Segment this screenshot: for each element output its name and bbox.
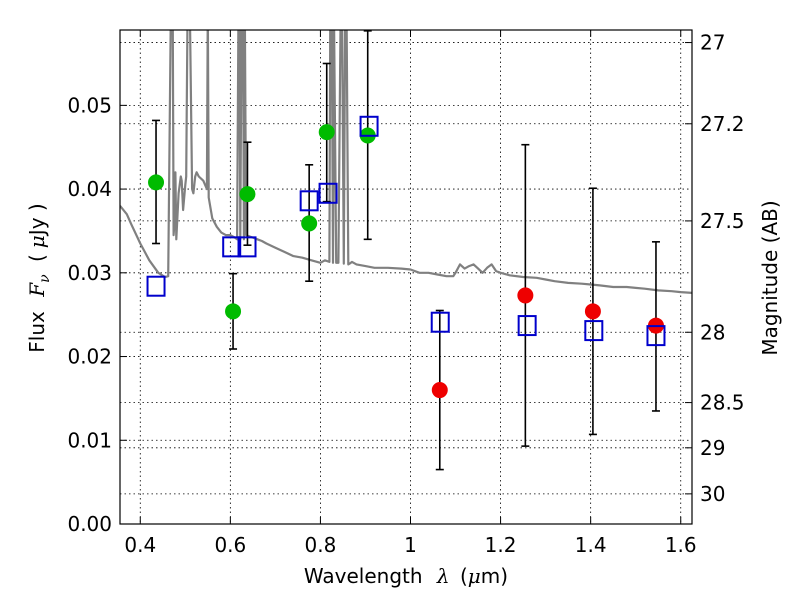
y2-tick-label: 28 [700,320,725,344]
y2-axis-ticks: 27 27.2 27.5 28 28.5 29 30 [685,31,745,506]
x-tick-label: 0.8 [305,533,337,557]
red-points-marker [517,287,534,304]
plot-frame [119,29,693,525]
y-axis-ticks: 0.00 0.01 0.02 0.03 0.04 0.05 [67,93,127,536]
green-points-marker [318,124,335,141]
model-squares-marker [584,320,604,342]
x-tick-label: 1 [404,533,417,557]
y-axis-label-text: Flux [25,311,49,353]
y2-tick-label: 27.5 [700,209,745,233]
model-squares-marker [430,311,450,333]
y-tick-label: 0.05 [67,93,112,117]
y-axis-label-symbol: F [25,282,49,298]
y-axis-label: Flux Fν ( μJy ) [25,203,54,352]
y2-tick-label: 27.2 [700,112,745,136]
x-axis-label: Wavelength λ (μm) [304,564,508,588]
model-squares-marker [146,275,166,297]
y2-tick-label: 30 [700,482,725,506]
data-points [148,124,664,399]
model-sed-line [120,30,692,294]
model-squares-marker [299,190,319,212]
y-axis-label-subscript: ν [37,274,53,283]
model-squares-marker [646,325,666,347]
model-spectrum [120,30,692,294]
x-axis-label-unit-rest: m) [481,564,508,588]
grid [120,30,692,525]
x-tick-label: 1.2 [485,533,517,557]
model-squares-marker [318,182,338,204]
y-tick-label: 0.00 [67,512,112,536]
red-points-marker [431,382,448,399]
green-points-marker [239,186,256,203]
y-tick-label: 0.03 [67,261,112,285]
y2-tick-label: 27 [700,31,725,55]
y-axis-label-unit-mu: μ [25,235,49,248]
y-axis-label-unit-open: ( [25,254,49,262]
x-tick-label: 0.4 [124,533,156,557]
green-points-marker [225,303,242,320]
red-points-marker [584,303,601,320]
y-tick-label: 0.04 [67,177,112,201]
y2-tick-label: 28.5 [700,391,745,415]
y-tick-label: 0.02 [67,345,112,369]
model-squares-marker [359,115,379,137]
x-axis-ticks: 0.4 0.6 0.8 1 1.2 1.4 1.6 [124,30,697,557]
x-axis-label-lambda: λ [436,564,450,588]
x-tick-label: 1.4 [575,533,607,557]
model-squares-marker [237,236,257,258]
green-points-marker [301,215,318,232]
y2-axis-label: Magnitude (AB) [758,200,782,355]
green-points-marker [148,174,165,191]
error-bars [152,30,660,471]
x-axis-label-unit-open: ( [460,564,468,588]
x-tick-label: 1.6 [665,533,697,557]
y-tick-label: 0.01 [67,428,112,452]
y-axis-label-unit-rest: Jy ) [25,203,49,237]
model-squares-marker [222,236,242,258]
model-square-markers [146,115,666,347]
x-axis-label-text: Wavelength [304,564,423,588]
y2-tick-label: 29 [700,436,725,460]
x-tick-label: 0.6 [214,533,246,557]
model-squares-marker [517,315,537,337]
x-axis-label-unit-mu: μ [468,564,481,588]
